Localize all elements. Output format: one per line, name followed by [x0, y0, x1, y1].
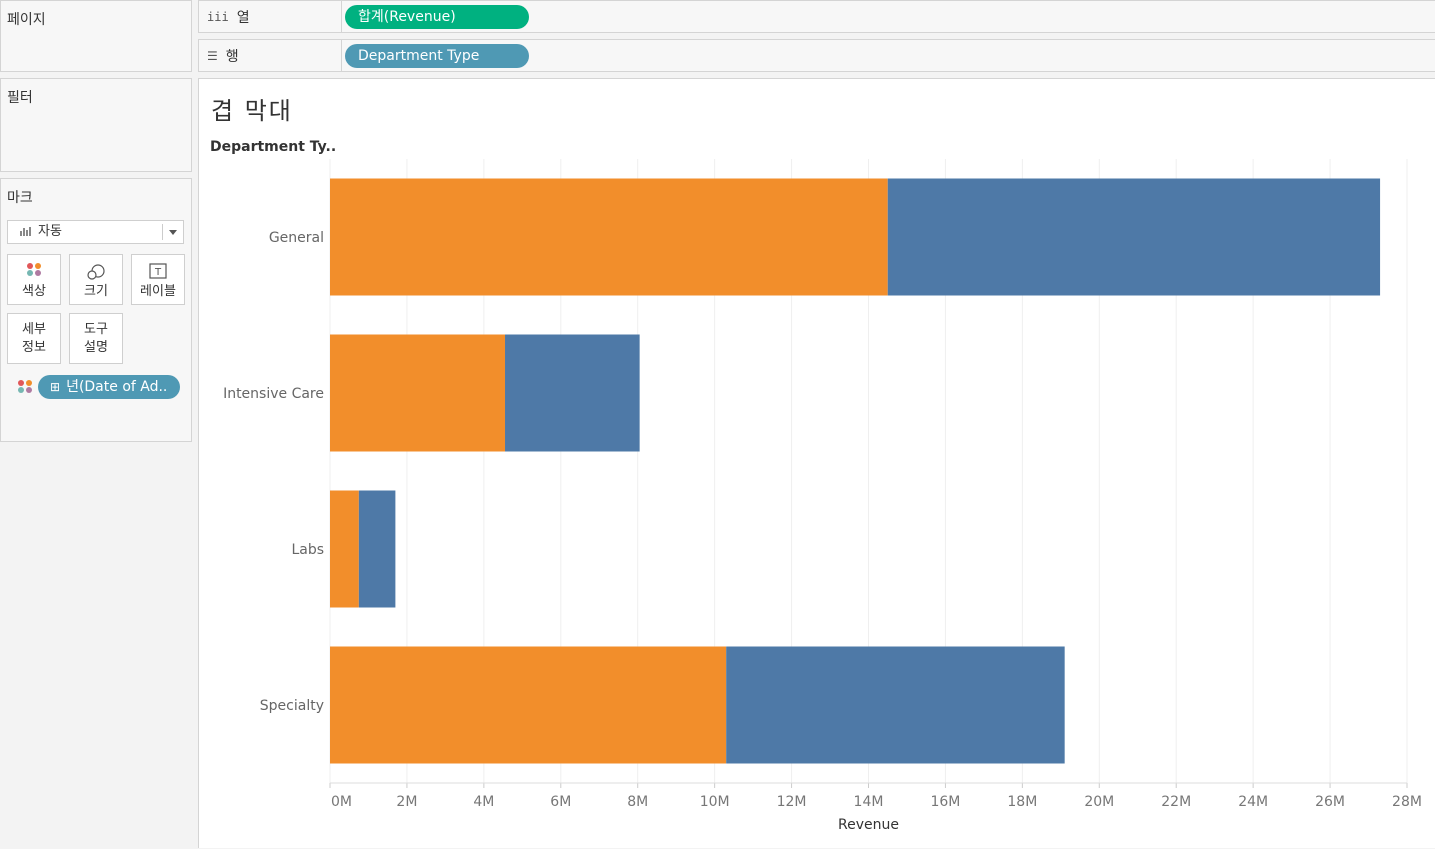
columns-shelf[interactable]: iii 열 합계(Revenue) [198, 0, 1435, 33]
chevron-down-icon[interactable] [169, 230, 177, 235]
columns-icon: iii [207, 9, 229, 24]
x-tick-label: 18M [1007, 794, 1037, 810]
tooltip-button[interactable]: 도구 설명 [69, 313, 123, 364]
rows-shelf[interactable]: ☰ 행 Department Type [198, 39, 1435, 72]
bar-segment[interactable] [330, 334, 506, 452]
x-tick-label: 24M [1238, 794, 1268, 810]
x-tick-label: 14M [854, 794, 884, 810]
svg-text:T: T [154, 267, 162, 278]
category-label: Specialty [260, 698, 324, 714]
pages-title: 페이지 [7, 12, 46, 28]
sheet-title: 겹 막대 [211, 97, 293, 125]
color-button-label: 색상 [22, 284, 46, 299]
pages-panel[interactable]: 페이지 [0, 0, 192, 72]
rows-shelf-label: 행 [225, 48, 239, 65]
x-tick-label: 2M [396, 794, 417, 810]
row-field-header[interactable]: Department Ty.. [210, 139, 337, 155]
bar-segment[interactable] [726, 646, 1065, 764]
x-tick-label: 22M [1161, 794, 1191, 810]
x-tick-label: 26M [1315, 794, 1345, 810]
detail-button-label-1: 세부 [22, 322, 46, 337]
category-label: General [269, 230, 324, 246]
color-encoding-icon [17, 380, 33, 394]
size-button-label: 크기 [84, 284, 108, 299]
plus-box-icon[interactable]: ⊞ [50, 380, 61, 394]
color-dots-icon [26, 263, 42, 277]
category-label: Intensive Care [223, 386, 324, 402]
bar-segment[interactable] [887, 178, 1381, 296]
year-field-pill-label: 년(Date of Ad.. [66, 379, 168, 395]
bar-segment[interactable] [505, 334, 640, 452]
x-tick-label: 6M [550, 794, 571, 810]
marks-panel: 마크 자동 색상 크기 T 레이블 세부 정보 [0, 178, 192, 442]
category-label: Labs [291, 542, 324, 558]
x-tick-label: 8M [627, 794, 648, 810]
chart-view[interactable]: 겹 막대 Department Ty.. 0M 2M 4M 6M 8M 10M 12M 14M… [198, 78, 1435, 848]
bar-segment[interactable] [330, 490, 359, 608]
tooltip-button-label-2: 설명 [84, 340, 108, 355]
stacked-bar-chart[interactable]: 0M 2M 4M 6M 8M 10M 12M 14M 16M 18M 20M 22M 24M 26M 28M… [199, 79, 1435, 849]
columns-shelf-label: 열 [236, 9, 250, 26]
department-type-pill[interactable]: Department Type [345, 44, 529, 68]
x-tick-label: 20M [1084, 794, 1114, 810]
label-button[interactable]: T 레이블 [131, 254, 185, 305]
label-button-label: 레이블 [140, 284, 176, 299]
size-button[interactable]: 크기 [69, 254, 123, 305]
mark-type-value: 자동 [38, 224, 62, 239]
x-tick-label: 12M [777, 794, 807, 810]
mark-type-dropdown[interactable]: 자동 [7, 220, 184, 244]
size-icon [87, 264, 105, 280]
x-tick-label: 10M [700, 794, 730, 810]
rows-icon: ☰ [207, 48, 218, 63]
x-axis-title: Revenue [838, 817, 899, 833]
bar-segment[interactable] [358, 490, 396, 608]
marks-title: 마크 [7, 190, 33, 206]
revenue-sum-pill[interactable]: 합계(Revenue) [345, 5, 529, 29]
text-label-icon: T [149, 263, 167, 279]
x-tick-label: 28M [1392, 794, 1422, 810]
detail-button[interactable]: 세부 정보 [7, 313, 61, 364]
bar-segment[interactable] [330, 178, 888, 296]
year-field-pill[interactable]: ⊞ 년(Date of Ad.. [38, 375, 180, 399]
bar-chart-icon [20, 227, 31, 236]
filters-title: 필터 [7, 90, 33, 106]
color-button[interactable]: 색상 [7, 254, 61, 305]
bar-segment[interactable] [330, 646, 727, 764]
x-tick-label: 16M [930, 794, 960, 810]
x-tick-label: 0M [331, 794, 352, 810]
detail-button-label-2: 정보 [22, 340, 46, 355]
x-tick-label: 4M [473, 794, 494, 810]
filters-panel[interactable]: 필터 [0, 78, 192, 172]
tooltip-button-label-1: 도구 [84, 322, 108, 337]
